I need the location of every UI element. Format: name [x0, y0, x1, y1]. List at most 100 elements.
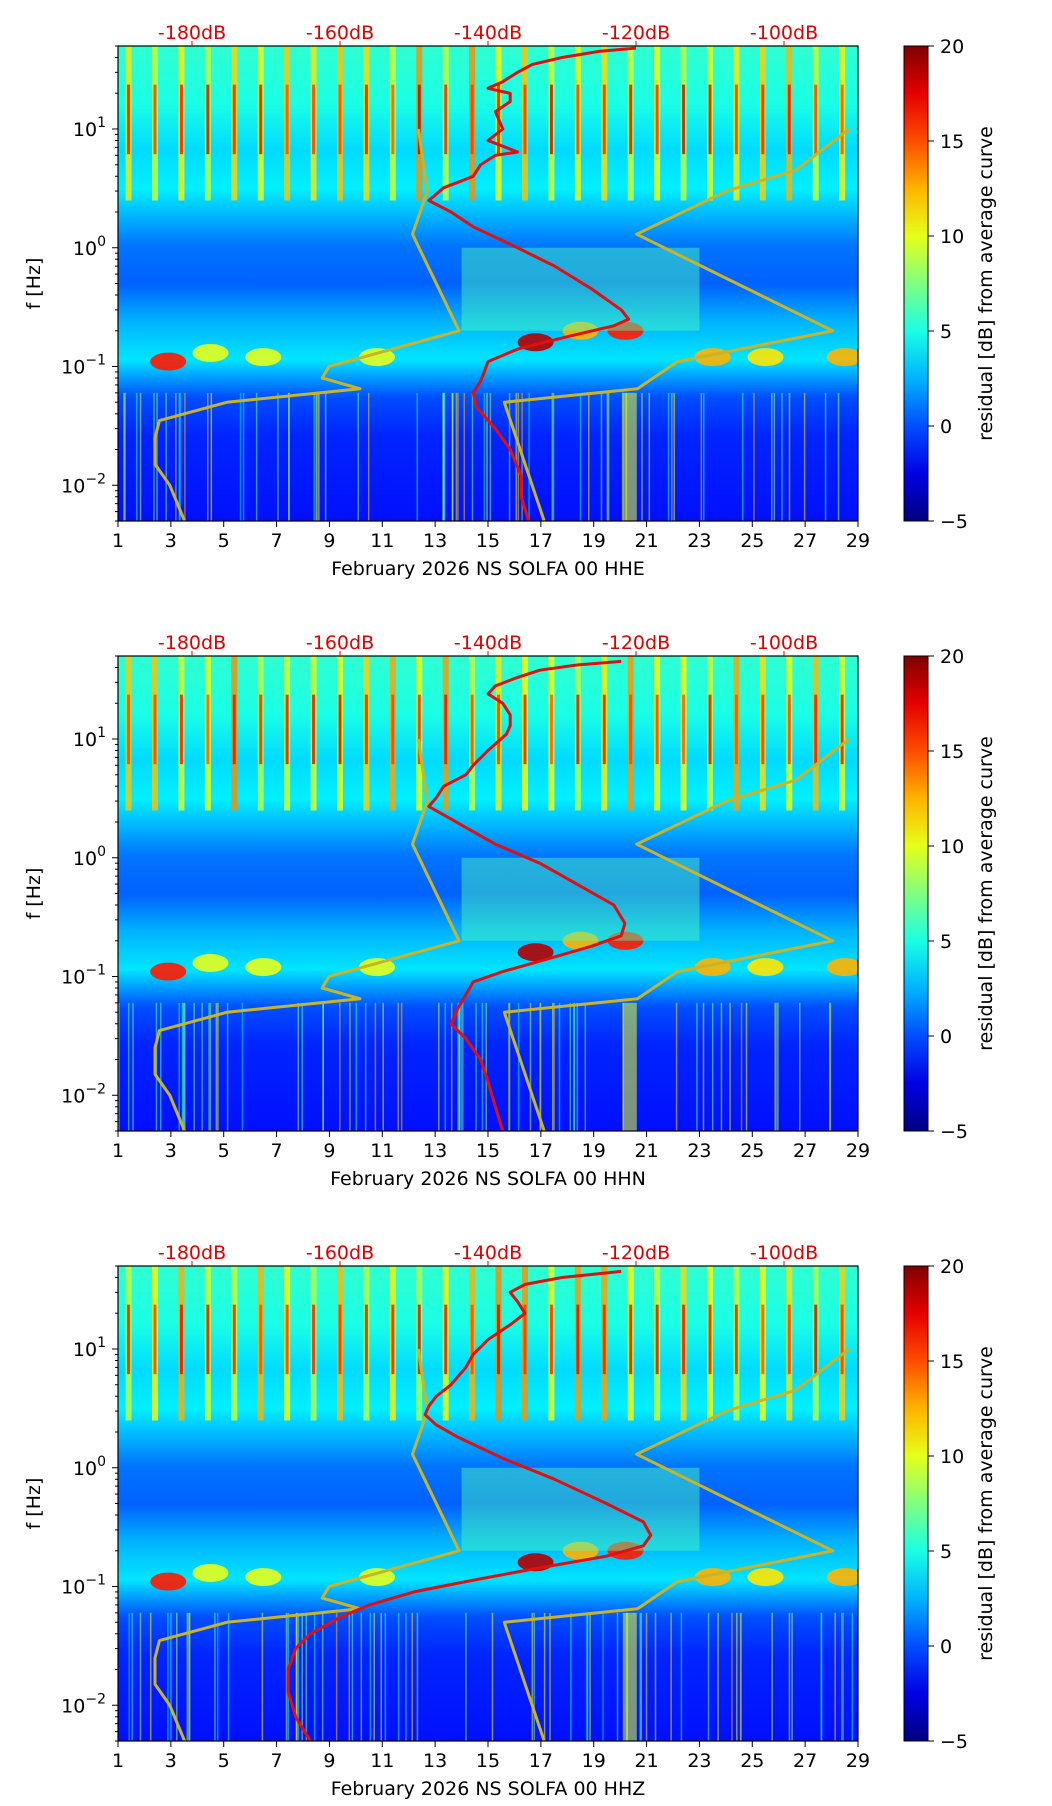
psd-curve	[427, 46, 637, 521]
colorbar-tick-label: 20	[940, 1256, 964, 1278]
x-tick-label: 5	[218, 1140, 230, 1162]
x-tick-label: 3	[165, 1750, 177, 1772]
db-scale-label: -180dB	[158, 22, 226, 44]
y-tick-label: 10−2	[61, 471, 106, 497]
colorbar-label: residual [dB] from average curve	[975, 126, 997, 441]
x-tick-label: 29	[846, 1750, 870, 1772]
x-tick-label: 7	[271, 530, 283, 552]
colorbar-gradient	[903, 655, 929, 1132]
colorbar-tick-label: 5	[940, 1541, 952, 1563]
db-scale-label: -100dB	[750, 1242, 818, 1264]
y-tick-label: 101	[73, 725, 106, 751]
x-tick-label: 27	[793, 1750, 817, 1772]
x-tick-label: 9	[323, 530, 335, 552]
x-tick-label: 15	[476, 1140, 500, 1162]
db-scale-label: -180dB	[158, 632, 226, 654]
y-tick-label: 101	[73, 1335, 106, 1361]
y-tick-label: 10−1	[61, 1573, 106, 1599]
x-tick-label: 13	[423, 530, 447, 552]
high-noise-model-curve	[502, 127, 851, 521]
x-tick-label: 15	[476, 530, 500, 552]
x-tick-label: 29	[846, 530, 870, 552]
colorbar-gradient	[903, 1265, 929, 1742]
x-tick-label: 21	[634, 1750, 658, 1772]
x-tick-label: 13	[423, 1140, 447, 1162]
y-tick-label: 10−1	[61, 963, 106, 989]
x-tick-label: 29	[846, 1140, 870, 1162]
x-tick-label: 7	[271, 1750, 283, 1772]
x-tick-label: 17	[529, 530, 553, 552]
x-tick-label: 1	[112, 1750, 124, 1772]
x-axis-label: February 2026 NS SOLFA 00 HHN	[330, 1168, 646, 1190]
colorbar: −5 0 5 10 15 20 residual [dB] from average cur…	[903, 646, 997, 1143]
x-tick-label: 17	[529, 1750, 553, 1772]
colorbar-gradient	[903, 45, 929, 522]
colorbar: −5 0 5 10 15 20 residual [dB] from average cur…	[903, 1256, 997, 1753]
colorbar-tick-label: −5	[940, 1121, 968, 1143]
x-tick-label: 9	[323, 1750, 335, 1772]
x-tick-label: 11	[370, 1140, 394, 1162]
colorbar-tick-label: 0	[940, 1026, 952, 1048]
colorbar-tick-label: 20	[940, 646, 964, 668]
db-scale-label: -100dB	[750, 632, 818, 654]
psd-curve	[286, 1269, 653, 1741]
colorbar-tick-label: 0	[940, 1636, 952, 1658]
db-scale-label: -140dB	[454, 1242, 522, 1264]
colorbar-tick-label: −5	[940, 1731, 968, 1753]
x-tick-label: 11	[370, 530, 394, 552]
high-noise-model-curve	[502, 1347, 851, 1741]
low-noise-model-curve	[153, 738, 461, 1131]
db-scale-label: -120dB	[602, 22, 670, 44]
x-tick-label: 25	[740, 1140, 764, 1162]
x-tick-label: 21	[634, 530, 658, 552]
x-tick-label: 19	[582, 530, 606, 552]
x-tick-label: 1	[112, 530, 124, 552]
x-tick-label: 21	[634, 1140, 658, 1162]
y-axis-label: f [Hz]	[23, 258, 45, 310]
colorbar-label: residual [dB] from average curve	[975, 1346, 997, 1661]
db-scale-label: -120dB	[602, 632, 670, 654]
spectrogram-texture	[123, 46, 858, 521]
y-tick-label: 100	[73, 844, 106, 870]
colorbar-tick-label: 5	[940, 931, 952, 953]
db-scale-label: -160dB	[306, 632, 374, 654]
x-tick-label: 5	[218, 530, 230, 552]
db-scale-label: -180dB	[158, 1242, 226, 1264]
x-tick-label: 5	[218, 1750, 230, 1772]
colorbar-tick-label: 15	[940, 741, 964, 763]
y-axis-label: f [Hz]	[23, 1478, 45, 1530]
colorbar-tick-label: −5	[940, 511, 968, 533]
x-tick-label: 19	[582, 1140, 606, 1162]
low-noise-model-curve	[153, 128, 461, 521]
colorbar-tick-label: 5	[940, 321, 952, 343]
x-tick-label: 23	[687, 1750, 711, 1772]
y-tick-label: 101	[73, 115, 106, 141]
spectrogram-texture	[118, 656, 858, 1131]
y-tick-label: 10−2	[61, 1691, 106, 1717]
x-tick-label: 11	[370, 1750, 394, 1772]
db-scale-label: -160dB	[306, 1242, 374, 1264]
y-tick-label: 100	[73, 234, 106, 260]
spectrogram-texture	[125, 1266, 858, 1741]
y-tick-label: 10−1	[61, 353, 106, 379]
x-tick-label: 7	[271, 1140, 283, 1162]
x-tick-label: 3	[165, 1140, 177, 1162]
x-tick-label: 23	[687, 1140, 711, 1162]
x-tick-label: 3	[165, 530, 177, 552]
x-tick-label: 9	[323, 1140, 335, 1162]
db-scale-label: -160dB	[306, 22, 374, 44]
x-tick-label: 15	[476, 1750, 500, 1772]
colorbar-tick-label: 10	[940, 1446, 964, 1468]
x-tick-label: 17	[529, 1140, 553, 1162]
x-axis-label: February 2026 NS SOLFA 00 HHE	[331, 558, 645, 580]
db-scale-label: -140dB	[454, 632, 522, 654]
y-tick-label: 10−2	[61, 1081, 106, 1107]
y-tick-label: 100	[73, 1454, 106, 1480]
x-tick-label: 13	[423, 1750, 447, 1772]
x-tick-label: 19	[582, 1750, 606, 1772]
